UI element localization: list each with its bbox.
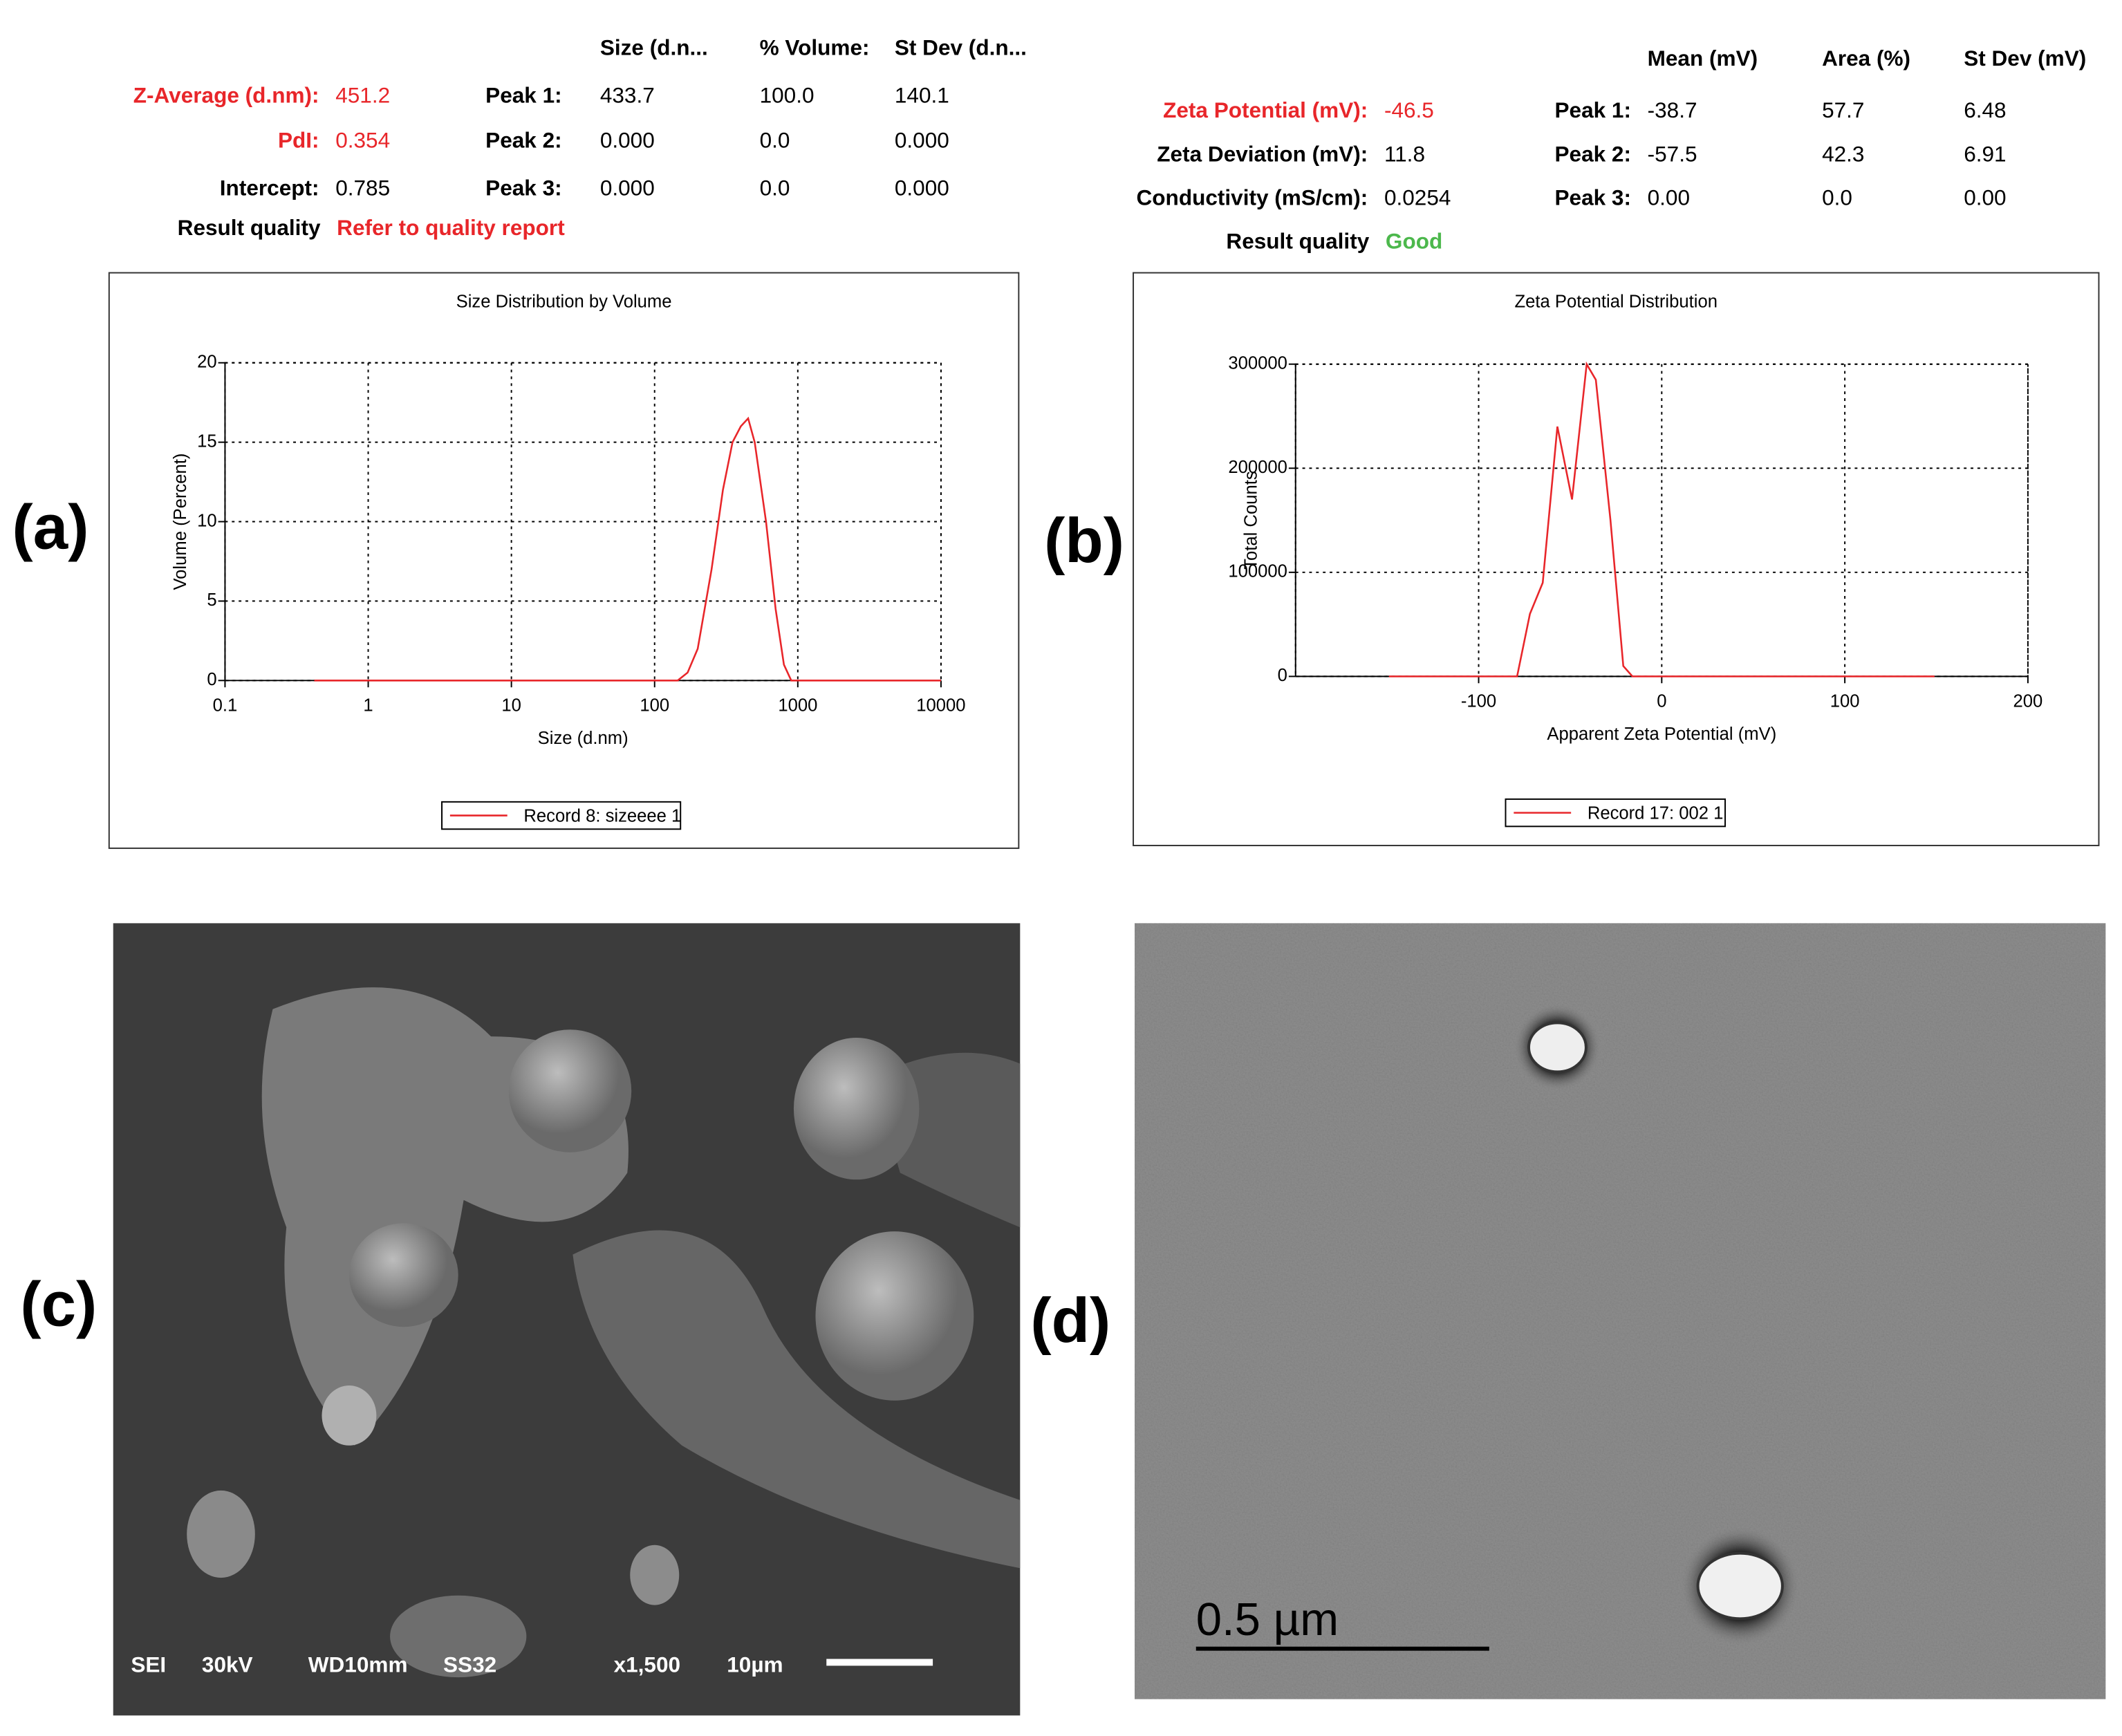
column-header: St Dev (mV)	[1964, 46, 2086, 71]
x-tick-label: 100	[640, 696, 669, 716]
summary-value: -46.5	[1384, 97, 1434, 122]
y-tick-label: 10	[197, 511, 217, 530]
peak-value: 0.0	[760, 128, 790, 153]
summary-value: 451.2	[335, 82, 390, 107]
panel-label: (a)	[12, 492, 89, 562]
peak-value: 0.000	[600, 128, 655, 153]
x-tick-label: 10000	[916, 696, 965, 716]
panel-label: (d)	[1030, 1286, 1110, 1356]
x-axis-label: Apparent Zeta Potential (mV)	[1547, 725, 1776, 744]
y-axis-label: Volume (Percent)	[171, 454, 190, 590]
scale-bar-label: 0.5 µm	[1196, 1594, 1339, 1645]
plot-border	[1294, 363, 2029, 678]
summary-label: Zeta Potential (mV):	[1163, 97, 1368, 122]
column-header: Size (d.n...	[600, 35, 708, 59]
data-line	[314, 416, 941, 682]
peak-label: Peak 1:	[485, 82, 562, 107]
peak-value: 0.000	[895, 176, 949, 200]
peak-value: 0.00	[1964, 185, 2006, 209]
summary-label: Conductivity (mS/cm):	[1137, 185, 1368, 209]
tem-image	[1135, 923, 2106, 1699]
x-tick-label: 0.1	[213, 696, 238, 716]
column-header: % Volume:	[760, 35, 870, 59]
sem-label: SS32	[443, 1652, 496, 1677]
sem-label: SEI	[131, 1652, 166, 1677]
quality-value: Good	[1386, 228, 1442, 253]
chart-title: Size Distribution by Volume	[456, 292, 672, 312]
summary-label: Zeta Deviation (mV):	[1157, 141, 1368, 166]
y-tick-label: 0	[207, 670, 216, 689]
sem-label: 30kV	[202, 1652, 253, 1677]
sem-label: 10µm	[727, 1652, 783, 1677]
summary-value: 0.354	[335, 128, 390, 153]
x-axis-label: Size (d.nm)	[538, 729, 629, 748]
y-axis-label: Total Counts	[1241, 471, 1260, 569]
data-line	[1388, 361, 1935, 678]
peak-label: Peak 3:	[485, 176, 562, 200]
legend-label: Record 17: 002 1	[1588, 803, 1724, 823]
x-tick-label: 1000	[778, 696, 817, 716]
x-tick-label: 200	[2013, 692, 2043, 711]
quality-label: Result quality	[1226, 228, 1369, 253]
summary-label: Z-Average (d.nm):	[133, 82, 319, 107]
y-tick-label: 5	[207, 590, 216, 610]
sem-image	[113, 923, 1021, 1716]
y-tick-label: 100000	[1228, 562, 1287, 581]
y-tick-label: 15	[197, 431, 217, 451]
summary-label: Intercept:	[220, 176, 319, 200]
column-header: Area (%)	[1822, 46, 1910, 71]
summary-label: PdI:	[278, 128, 319, 153]
peak-value: 0.00	[1648, 185, 1690, 209]
y-tick-label: 0	[1278, 666, 1287, 685]
peak-value: 6.91	[1964, 141, 2006, 166]
x-tick-label: 0	[1657, 692, 1666, 711]
x-tick-label: -100	[1461, 692, 1496, 711]
panel-label: (b)	[1044, 506, 1124, 576]
x-tick-label: 10	[501, 696, 521, 716]
chart-frame	[1133, 272, 2100, 846]
quality-value: Refer to quality report	[337, 215, 565, 240]
peak-value: 0.0	[1822, 185, 1852, 209]
peak-value: 6.48	[1964, 97, 2006, 122]
x-tick-label: 1	[363, 696, 373, 716]
summary-value: 0.0254	[1384, 185, 1451, 209]
summary-value: 0.785	[335, 176, 390, 200]
peak-value: 140.1	[895, 82, 949, 107]
sem-label: x1,500	[614, 1652, 681, 1677]
y-tick-label: 20	[197, 353, 217, 372]
peak-value: -57.5	[1648, 141, 1697, 166]
sem-label: WD10mm	[308, 1652, 408, 1677]
x-tick-label: 100	[1830, 692, 1860, 711]
legend-label: Record 8: sizeeee 1	[523, 806, 681, 825]
y-tick-label: 300000	[1228, 353, 1287, 373]
y-tick-label: 200000	[1228, 458, 1287, 477]
peak-label: Peak 2:	[1554, 141, 1631, 166]
peak-label: Peak 3:	[1554, 185, 1631, 209]
quality-label: Result quality	[178, 215, 321, 240]
peak-label: Peak 1:	[1554, 97, 1631, 122]
peak-value: 100.0	[760, 82, 815, 107]
peak-value: 0.000	[895, 128, 949, 153]
peak-value: -38.7	[1648, 97, 1697, 122]
chart-frame	[108, 272, 1020, 849]
peak-label: Peak 2:	[485, 128, 562, 153]
panel-label: (c)	[20, 1270, 97, 1340]
peak-value: 0.0	[760, 176, 790, 200]
peak-value: 0.000	[600, 176, 655, 200]
chart-title: Zeta Potential Distribution	[1515, 292, 1718, 312]
peak-value: 433.7	[600, 82, 655, 107]
column-header: St Dev (d.n...	[895, 35, 1027, 59]
column-header: Mean (mV)	[1648, 46, 1758, 71]
summary-value: 11.8	[1384, 141, 1425, 166]
peak-value: 42.3	[1822, 141, 1864, 166]
peak-value: 57.7	[1822, 97, 1864, 122]
